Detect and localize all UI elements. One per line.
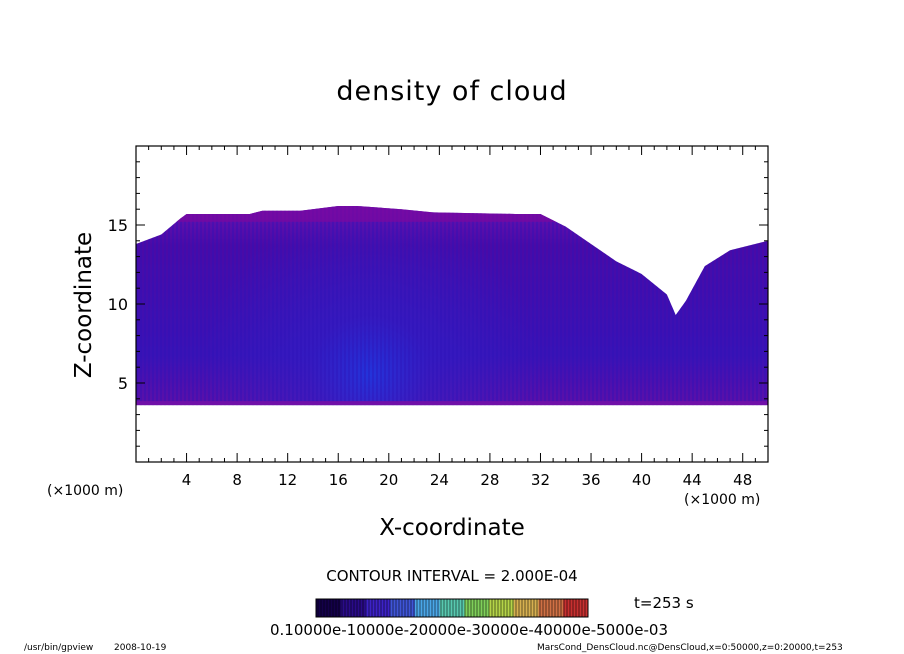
x-axis-label: X-coordinate bbox=[379, 515, 525, 541]
x-tick-label: 44 bbox=[683, 471, 702, 489]
colorbar-segment bbox=[390, 599, 416, 617]
colorbar-frame bbox=[315, 598, 589, 618]
cloud-top-band bbox=[136, 206, 768, 222]
x-tick-label: 8 bbox=[232, 471, 242, 489]
x-tick-label: 12 bbox=[278, 471, 297, 489]
x-tick-label: 32 bbox=[531, 471, 550, 489]
x-tick-label: 16 bbox=[329, 471, 348, 489]
colorbar-labels: 0.10000e-10000e-20000e-30000e-40000e-500… bbox=[270, 621, 669, 639]
footer-program-path: /usr/bin/gpview bbox=[24, 643, 94, 653]
x-tick-label: 40 bbox=[632, 471, 651, 489]
chart-title: density of cloud bbox=[336, 76, 568, 107]
y-tick-label: 15 bbox=[108, 216, 128, 235]
y-tick-label: 5 bbox=[118, 374, 128, 393]
x-tick-label: 48 bbox=[733, 471, 752, 489]
contour-interval-text: CONTOUR INTERVAL = 2.000E-04 bbox=[326, 567, 578, 585]
x-tick-label: 24 bbox=[430, 471, 449, 489]
x-tick-label: 20 bbox=[379, 471, 398, 489]
footer-date: 2008-10-19 bbox=[114, 643, 167, 653]
x-tick-label: 36 bbox=[581, 471, 600, 489]
cloud-texture bbox=[136, 206, 768, 406]
colorbar-segment bbox=[538, 599, 564, 617]
time-label: t=253 s bbox=[634, 594, 694, 612]
x-tick-label: 4 bbox=[182, 471, 192, 489]
x-unit-right: (×1000 m) bbox=[684, 492, 761, 508]
x-unit-left: (×1000 m) bbox=[47, 483, 124, 499]
footer-data-source: MarsCond_DensCloud.nc@DensCloud,x=0:5000… bbox=[537, 643, 843, 653]
colorbar-segment bbox=[316, 599, 342, 617]
y-tick-label: 10 bbox=[108, 295, 128, 314]
x-tick-label: 28 bbox=[480, 471, 499, 489]
y-axis-label: Z-coordinate bbox=[71, 231, 97, 379]
colorbar bbox=[316, 599, 589, 617]
cloud-field bbox=[136, 206, 768, 406]
colorbar-segment bbox=[439, 599, 465, 617]
colorbar-segment bbox=[513, 599, 540, 617]
colorbar-segment bbox=[489, 599, 515, 617]
cloud-base-band bbox=[136, 401, 768, 406]
colorbar-segment bbox=[414, 599, 441, 617]
